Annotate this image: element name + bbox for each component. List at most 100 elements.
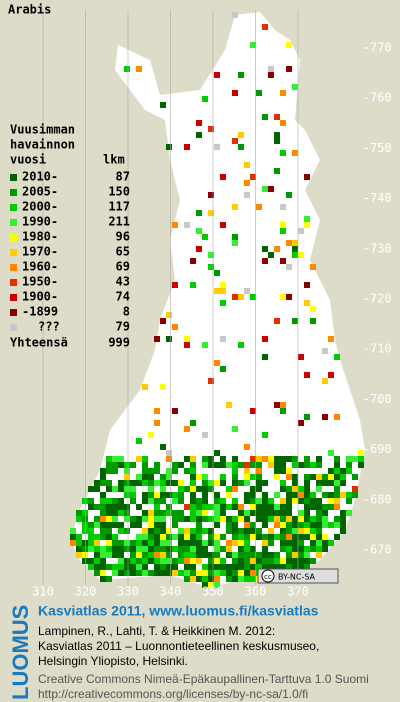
- map-cell: [310, 492, 316, 498]
- map-cell: [124, 516, 130, 522]
- license-badge: [257, 568, 339, 584]
- map-cell: [208, 252, 214, 258]
- map-cell: [232, 240, 238, 246]
- map-cell: [166, 540, 172, 546]
- map-cell: [184, 336, 190, 342]
- map-cell: [136, 570, 142, 576]
- legend-swatch: [10, 234, 17, 241]
- y-tick-label: 760: [370, 91, 392, 105]
- map-cell: [148, 552, 154, 558]
- map-cell: [208, 534, 214, 540]
- map-cell: [292, 84, 298, 90]
- map-cell: [88, 564, 94, 570]
- map-cell: [292, 546, 298, 552]
- map-cell: [286, 546, 292, 552]
- legend-heading: havainnon: [10, 138, 75, 152]
- map-cell: [148, 486, 154, 492]
- map-cell: [124, 528, 130, 534]
- map-cell: [274, 510, 280, 516]
- map-cell: [292, 246, 298, 252]
- map-cell: [172, 564, 178, 570]
- map-cell: [238, 540, 244, 546]
- map-cell: [232, 540, 238, 546]
- map-cell: [334, 462, 340, 468]
- map-cell: [112, 516, 118, 522]
- map-cell: [274, 138, 280, 144]
- map-cell: [148, 468, 154, 474]
- map-cell: [196, 516, 202, 522]
- x-tick-label: 320: [75, 585, 97, 599]
- map-cell: [334, 480, 340, 486]
- map-cell: [292, 474, 298, 480]
- map-cell: [256, 474, 262, 480]
- map-cell: [130, 546, 136, 552]
- footer-title: Kasviatlas 2011, www.luomus.fi/kasviatla…: [38, 603, 319, 619]
- map-cell: [244, 552, 250, 558]
- map-cell: [316, 540, 322, 546]
- legend-label: 1950-: [22, 275, 58, 289]
- map-cell: [82, 552, 88, 558]
- map-cell: [238, 480, 244, 486]
- map-cell: [196, 474, 202, 480]
- map-cell: [304, 222, 310, 228]
- map-cell: [304, 462, 310, 468]
- map-cell: [136, 456, 142, 462]
- map-cell: [232, 498, 238, 504]
- map-cell: [160, 510, 166, 516]
- map-cell: [286, 516, 292, 522]
- map-cell: [118, 486, 124, 492]
- map-cell: [232, 504, 238, 510]
- map-cell: [238, 546, 244, 552]
- map-cell: [142, 468, 148, 474]
- map-cell: [118, 480, 124, 486]
- map-cell: [274, 468, 280, 474]
- map-cell: [190, 486, 196, 492]
- legend-count: 8: [123, 305, 130, 319]
- map-cell: [118, 540, 124, 546]
- map-cell: [256, 480, 262, 486]
- map-cell: [244, 528, 250, 534]
- legend-swatch: [10, 264, 17, 271]
- map-cell: [142, 540, 148, 546]
- map-cell: [130, 492, 136, 498]
- map-cell: [82, 516, 88, 522]
- map-cell: [82, 510, 88, 516]
- map-cell: [154, 564, 160, 570]
- map-cell: [160, 552, 166, 558]
- map-cell: [184, 570, 190, 576]
- map-cell: [274, 504, 280, 510]
- legend-label: 2005-: [22, 185, 58, 199]
- map-cell: [322, 480, 328, 486]
- map-cell: [226, 576, 232, 582]
- map-cell: [220, 336, 226, 342]
- legend-swatch: [10, 324, 17, 331]
- map-cell: [250, 558, 256, 564]
- map-cell: [214, 144, 220, 150]
- map-cell: [250, 522, 256, 528]
- map-cell: [88, 558, 94, 564]
- map-cell: [238, 144, 244, 150]
- map-cell: [70, 534, 76, 540]
- map-cell: [166, 312, 172, 318]
- y-tick-label: 710: [370, 342, 392, 356]
- map-cell: [94, 480, 100, 486]
- map-cell: [178, 534, 184, 540]
- map-cell: [280, 516, 286, 522]
- map-cell: [214, 522, 220, 528]
- map-cell: [154, 504, 160, 510]
- map-cell: [310, 546, 316, 552]
- map-cell: [334, 486, 340, 492]
- legend-swatch: [10, 204, 17, 211]
- map-cell: [262, 186, 268, 192]
- map-cell: [100, 468, 106, 474]
- map-cell: [166, 456, 172, 462]
- map-cell: [118, 504, 124, 510]
- map-cell: [154, 408, 160, 414]
- map-cell: [238, 576, 244, 582]
- map-cell: [178, 492, 184, 498]
- badge-text: BY-NC-SA: [278, 573, 316, 582]
- map-cell: [250, 474, 256, 480]
- legend-label: 2000-: [22, 200, 58, 214]
- map-cell: [232, 468, 238, 474]
- map-cell: [280, 528, 286, 534]
